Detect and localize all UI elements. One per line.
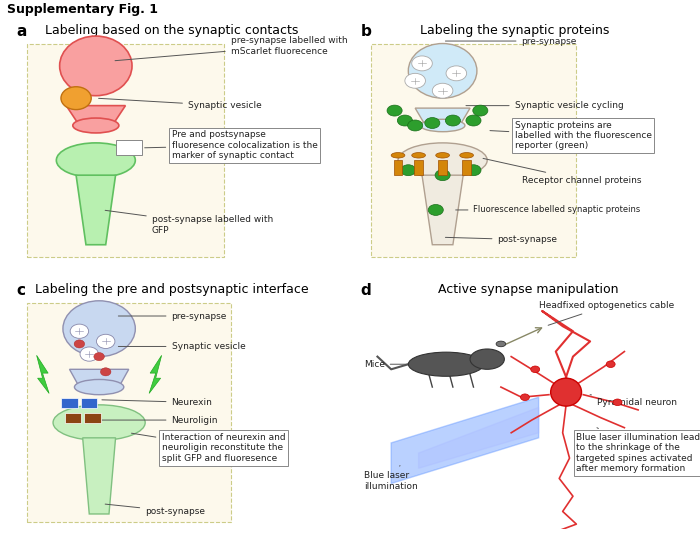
Text: pre-synapse labelled with
mScarlet fluorecence: pre-synapse labelled with mScarlet fluor… <box>115 36 347 60</box>
Text: Receptor channel proteins: Receptor channel proteins <box>483 158 641 185</box>
Ellipse shape <box>460 153 473 158</box>
Circle shape <box>405 73 426 88</box>
Text: Neurexin: Neurexin <box>102 398 212 407</box>
Circle shape <box>401 165 416 176</box>
Text: Fluorescence labelled synaptic proteins: Fluorescence labelled synaptic proteins <box>456 205 640 214</box>
Circle shape <box>531 366 540 373</box>
Text: Neuroligin: Neuroligin <box>102 416 218 424</box>
Polygon shape <box>76 175 116 245</box>
Circle shape <box>100 368 111 376</box>
Polygon shape <box>414 160 423 175</box>
Circle shape <box>466 115 481 126</box>
Circle shape <box>80 347 99 361</box>
FancyBboxPatch shape <box>116 140 142 156</box>
Circle shape <box>398 115 412 126</box>
Circle shape <box>521 394 529 401</box>
Ellipse shape <box>74 380 124 395</box>
Text: post-synapse labelled with
GFP: post-synapse labelled with GFP <box>105 210 273 234</box>
Ellipse shape <box>398 143 487 178</box>
Circle shape <box>445 115 461 126</box>
Ellipse shape <box>496 341 505 347</box>
Text: Blue laser illumination leads
to the shrinkage of the
targeted spines activated
: Blue laser illumination leads to the shr… <box>576 428 700 473</box>
Ellipse shape <box>420 119 465 132</box>
Circle shape <box>606 361 615 368</box>
Polygon shape <box>391 397 539 483</box>
Polygon shape <box>393 160 402 175</box>
Text: c: c <box>17 283 26 298</box>
Circle shape <box>466 165 481 176</box>
Text: Labeling the synaptic proteins: Labeling the synaptic proteins <box>420 24 609 37</box>
Text: b: b <box>360 24 371 39</box>
Ellipse shape <box>60 36 132 96</box>
Circle shape <box>425 118 440 129</box>
Circle shape <box>61 87 91 110</box>
Circle shape <box>613 399 622 406</box>
Text: Supplementary Fig. 1: Supplementary Fig. 1 <box>7 3 158 16</box>
Ellipse shape <box>53 405 145 441</box>
Text: pre-synapse: pre-synapse <box>118 312 227 321</box>
Text: post-synapse: post-synapse <box>105 504 205 516</box>
Ellipse shape <box>391 153 405 158</box>
Circle shape <box>70 324 89 339</box>
Text: Pre and postsynapse
fluoresence colocalization is the
marker of synaptic contact: Pre and postsynapse fluoresence colocali… <box>145 131 317 160</box>
Ellipse shape <box>63 301 135 356</box>
Text: Synaptic proteins are
labelled with the fluorescence
reporter (green): Synaptic proteins are labelled with the … <box>490 120 652 150</box>
Text: Synaptic vesicle: Synaptic vesicle <box>118 342 245 351</box>
FancyBboxPatch shape <box>27 303 231 522</box>
Ellipse shape <box>412 153 426 158</box>
FancyBboxPatch shape <box>370 44 576 257</box>
Text: Mice: Mice <box>364 360 423 369</box>
Polygon shape <box>66 106 125 125</box>
Polygon shape <box>36 355 49 394</box>
Ellipse shape <box>73 118 119 133</box>
Text: Interaction of neurexin and
neuroligin reconstitute the
split GFP and fluoresenc: Interaction of neurexin and neuroligin r… <box>132 433 286 463</box>
Polygon shape <box>69 369 129 387</box>
Circle shape <box>473 105 488 116</box>
Ellipse shape <box>470 349 504 369</box>
Polygon shape <box>419 407 539 468</box>
Ellipse shape <box>57 143 135 178</box>
FancyBboxPatch shape <box>81 398 97 408</box>
Text: Labeling based on the synaptic contacts: Labeling based on the synaptic contacts <box>45 24 298 37</box>
Ellipse shape <box>435 153 449 158</box>
Circle shape <box>433 83 453 98</box>
Circle shape <box>407 120 423 131</box>
Text: post-synapse: post-synapse <box>445 235 557 244</box>
Ellipse shape <box>408 44 477 98</box>
Text: Blue laser
illumination: Blue laser illumination <box>364 465 417 491</box>
Circle shape <box>97 334 115 348</box>
Text: Labeling the pre and postsynaptic interface: Labeling the pre and postsynaptic interf… <box>35 283 308 296</box>
Circle shape <box>435 170 450 181</box>
Polygon shape <box>422 175 463 245</box>
Ellipse shape <box>408 352 484 376</box>
FancyBboxPatch shape <box>64 413 81 423</box>
Text: Headfixed optogenetics cable: Headfixed optogenetics cable <box>539 301 674 325</box>
Text: pre-synapse: pre-synapse <box>445 37 577 45</box>
Text: Synaptic vesicle: Synaptic vesicle <box>99 98 262 110</box>
Circle shape <box>446 66 467 81</box>
Text: a: a <box>17 24 27 39</box>
Text: Synaptic vesicle cycling: Synaptic vesicle cycling <box>466 101 624 110</box>
Polygon shape <box>149 355 162 394</box>
Polygon shape <box>83 438 116 514</box>
Text: d: d <box>360 283 371 298</box>
Circle shape <box>387 105 402 116</box>
Polygon shape <box>462 160 471 175</box>
Circle shape <box>428 205 443 215</box>
FancyBboxPatch shape <box>84 413 101 423</box>
Circle shape <box>94 353 104 361</box>
FancyBboxPatch shape <box>27 44 224 257</box>
Ellipse shape <box>551 378 582 406</box>
Circle shape <box>412 56 433 71</box>
FancyBboxPatch shape <box>62 398 78 408</box>
Text: Active synapse manipulation: Active synapse manipulation <box>438 283 619 296</box>
Circle shape <box>74 340 85 348</box>
Polygon shape <box>438 160 447 175</box>
Text: Pyramidal neuron: Pyramidal neuron <box>590 395 677 407</box>
Polygon shape <box>415 108 470 125</box>
